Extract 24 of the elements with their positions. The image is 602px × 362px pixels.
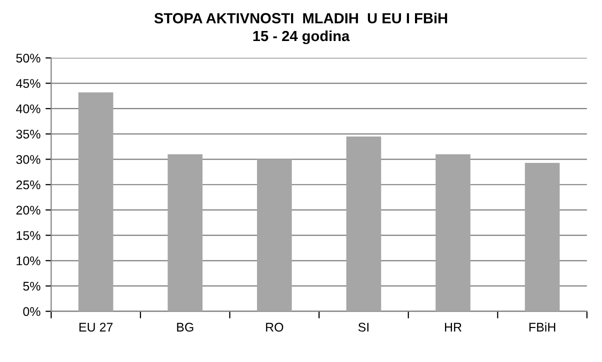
y-tick-label: 40% [16,104,40,114]
bar [257,159,292,312]
x-tick-label: FBiH [529,322,556,332]
y-tick-label: 30% [16,155,40,164]
x-tick-label: RO [266,322,284,332]
y-tick-label: 10% [16,256,40,266]
bar [524,162,560,312]
bar [168,154,203,312]
y-tick-label: 35% [16,130,40,139]
chart-title: STOPA AKTIVNOSTI MLADIH U EU I FBiH 15 - 24 godina [154,12,448,44]
bar [346,136,382,312]
x-tick-label: SI [358,322,368,332]
x-tick-label: BG [177,322,194,332]
y-tick-label: 5% [23,282,40,291]
y-tick-label: 50% [16,54,40,63]
x-tick-label: HR [445,322,462,332]
y-tick-label: 0% [23,307,40,316]
bar [436,154,470,312]
y-tick-label: 45% [16,79,40,88]
bar [78,92,114,312]
y-tick-label: 20% [16,206,40,215]
y-tick-label: 15% [16,231,40,240]
y-tick-label: 25% [16,180,40,190]
x-tick-label: EU 27 [79,322,113,332]
